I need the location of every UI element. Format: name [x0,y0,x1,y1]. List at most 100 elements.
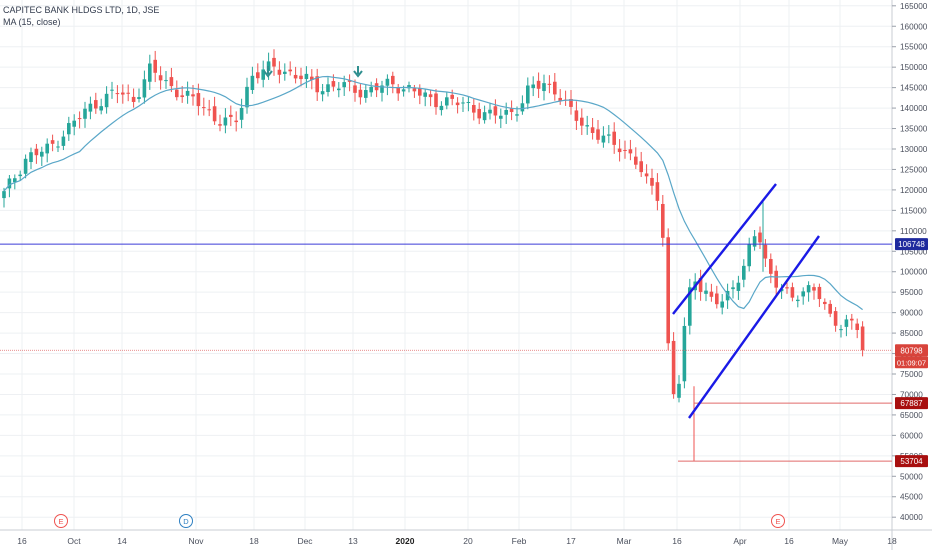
candle-body [218,124,222,126]
candle-body [736,282,741,291]
candle-body [531,84,535,89]
badge-53704-label: 53704 [900,457,923,466]
candle-body [131,96,136,102]
badge-67887-bg [895,397,928,410]
candle-body [385,78,390,86]
time-tick-label: Apr [733,536,746,546]
earnings-e-icon: E [54,514,68,528]
candle-body [439,105,444,111]
price-tick-label: 160000 [900,22,928,31]
candle-body [342,82,346,88]
price-axis: 4000045000500005500060000650007000075000… [892,2,928,522]
candle-body [67,123,71,135]
candle-body [580,117,584,126]
candle-body [428,94,433,98]
badge-106748-label: 106748 [898,240,925,249]
candle-body [860,326,865,351]
time-tick-label: Feb [512,536,527,546]
chart-header: CAPITEC BANK HLDGS LTD, 1D, JSE MA (15, … [3,4,159,28]
candle-body [401,89,406,92]
candle-body [207,109,211,111]
candle-body [310,76,314,80]
candle-body [391,75,395,85]
candle-body [40,151,44,157]
candle-body [202,107,206,109]
candle-body [250,75,255,90]
candle-body [661,203,665,238]
candle-body [628,149,633,154]
badge-countdown-bg [895,356,928,369]
time-tick-label: Nov [188,536,204,546]
candle-body [499,115,503,119]
candle-body [72,120,76,127]
candle-body [191,94,195,97]
price-tick-label: 150000 [900,63,928,72]
time-tick-label: 20 [463,536,473,546]
candle-body [488,109,492,114]
candle-body [137,97,141,99]
time-tick-label: May [832,536,849,546]
time-tick-label: 16 [784,536,794,546]
candle-body [455,102,460,106]
candle-body [574,110,579,121]
badge-53704-bg [895,455,928,468]
candle-body [99,106,103,111]
time-tick-label: 17 [566,536,576,546]
candle-body [796,299,800,302]
candle-body [196,93,201,107]
candle-body [520,103,525,112]
candle-body [823,301,827,305]
candle-body [828,303,832,314]
badge-last-price-bg [895,344,928,357]
candle-body [509,107,514,113]
symbol-title: CAPITEC BANK HLDGS LTD, 1D, JSE [3,5,160,15]
candle-body [212,106,217,122]
price-tick-label: 95000 [900,288,923,297]
candle-body [790,287,795,298]
candle-body [320,91,325,95]
indicator-label: MA (15, close) [3,17,61,27]
candle-body [817,286,822,300]
candle-body [472,105,476,113]
badge-106748-bg [895,238,928,251]
candle-body [612,131,616,145]
candle-body [13,178,17,183]
candle-body [261,69,265,80]
candle-body [752,236,757,247]
candle-body [380,85,384,93]
candle-body [175,89,179,98]
event-letter: E [775,517,780,526]
candle-body [769,258,773,274]
candle-body [61,136,66,146]
time-tick-label: 13 [348,536,358,546]
candle-body [482,112,487,121]
price-tick-label: 145000 [900,84,928,93]
candles [2,49,865,462]
event-letter: D [183,517,189,526]
candle-body [812,287,816,291]
candle-body [715,293,719,305]
candle-body [607,134,611,136]
candle-body [688,287,692,326]
candle-body [110,89,114,91]
candle-body [153,59,157,73]
channel-line-upper [672,183,777,315]
candle-body [596,129,600,140]
time-tick-label: Dec [297,536,313,546]
candle-body [774,270,778,288]
candle-body [477,109,481,119]
candle-body [553,81,557,95]
down-arrow-marker-icon [353,66,363,78]
candle-body [418,87,422,96]
candle-body [126,92,130,94]
price-tick-label: 165000 [900,2,928,11]
candle-body [164,80,168,82]
candle-body [239,107,244,120]
candle-body [315,76,319,93]
price-tick-label: 100000 [900,268,928,277]
candle-body [850,318,854,321]
candle-body [704,290,708,294]
candle-body [180,95,184,98]
badge-67887-label: 67887 [900,399,923,408]
